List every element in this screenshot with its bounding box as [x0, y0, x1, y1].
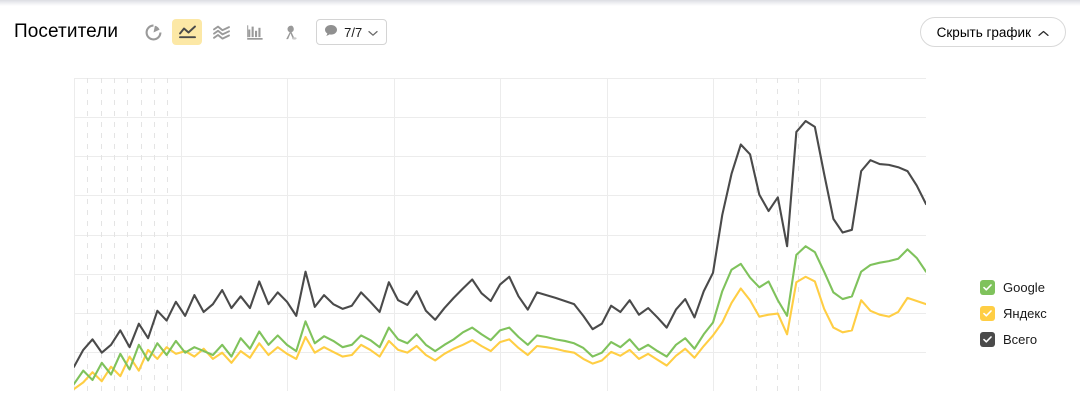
hide-chart-label: Скрыть график [936, 24, 1031, 40]
chart-legend: Google Яндекс Всего [980, 280, 1047, 347]
legend-checkbox-google[interactable] [980, 280, 995, 295]
chart-type-toggle-group [138, 19, 304, 45]
chart-body: Google Яндекс Всего [0, 58, 1080, 412]
chevron-up-icon [1038, 25, 1049, 40]
chart-svg [74, 78, 926, 391]
points-selector-label: 7/7 [344, 24, 363, 40]
legend-label-total: Всего [1003, 332, 1038, 347]
page-title: Посетители [14, 21, 119, 42]
top-shadow-divider [0, 0, 1080, 6]
chart-panel-header: Посетители [0, 6, 1080, 58]
points-selector-button[interactable]: 7/7 [316, 19, 388, 45]
line-chart-type-button[interactable] [172, 19, 203, 45]
bar-chart-icon [246, 24, 264, 41]
line-chart-plot[interactable] [74, 78, 926, 391]
pie-chart-icon [145, 24, 162, 41]
line-chart-icon [178, 24, 197, 41]
chevron-down-icon [368, 25, 378, 40]
legend-label-yandex: Яндекс [1003, 306, 1047, 321]
pie-chart-type-button[interactable] [138, 19, 168, 45]
legend-checkbox-total[interactable] [980, 332, 995, 347]
legend-item-yandex[interactable]: Яндекс [980, 306, 1047, 321]
area-chart-type-button[interactable] [206, 19, 236, 45]
bar-chart-type-button[interactable] [240, 19, 270, 45]
speech-bubble-icon [324, 24, 338, 40]
map-chart-type-button[interactable] [274, 19, 304, 45]
map-marker-icon [281, 24, 298, 41]
hide-chart-button[interactable]: Скрыть график [919, 17, 1066, 47]
legend-label-google: Google [1003, 280, 1045, 295]
legend-item-google[interactable]: Google [980, 280, 1047, 295]
stacked-area-chart-icon [212, 24, 231, 41]
legend-checkbox-yandex[interactable] [980, 306, 995, 321]
legend-item-total[interactable]: Всего [980, 332, 1047, 347]
